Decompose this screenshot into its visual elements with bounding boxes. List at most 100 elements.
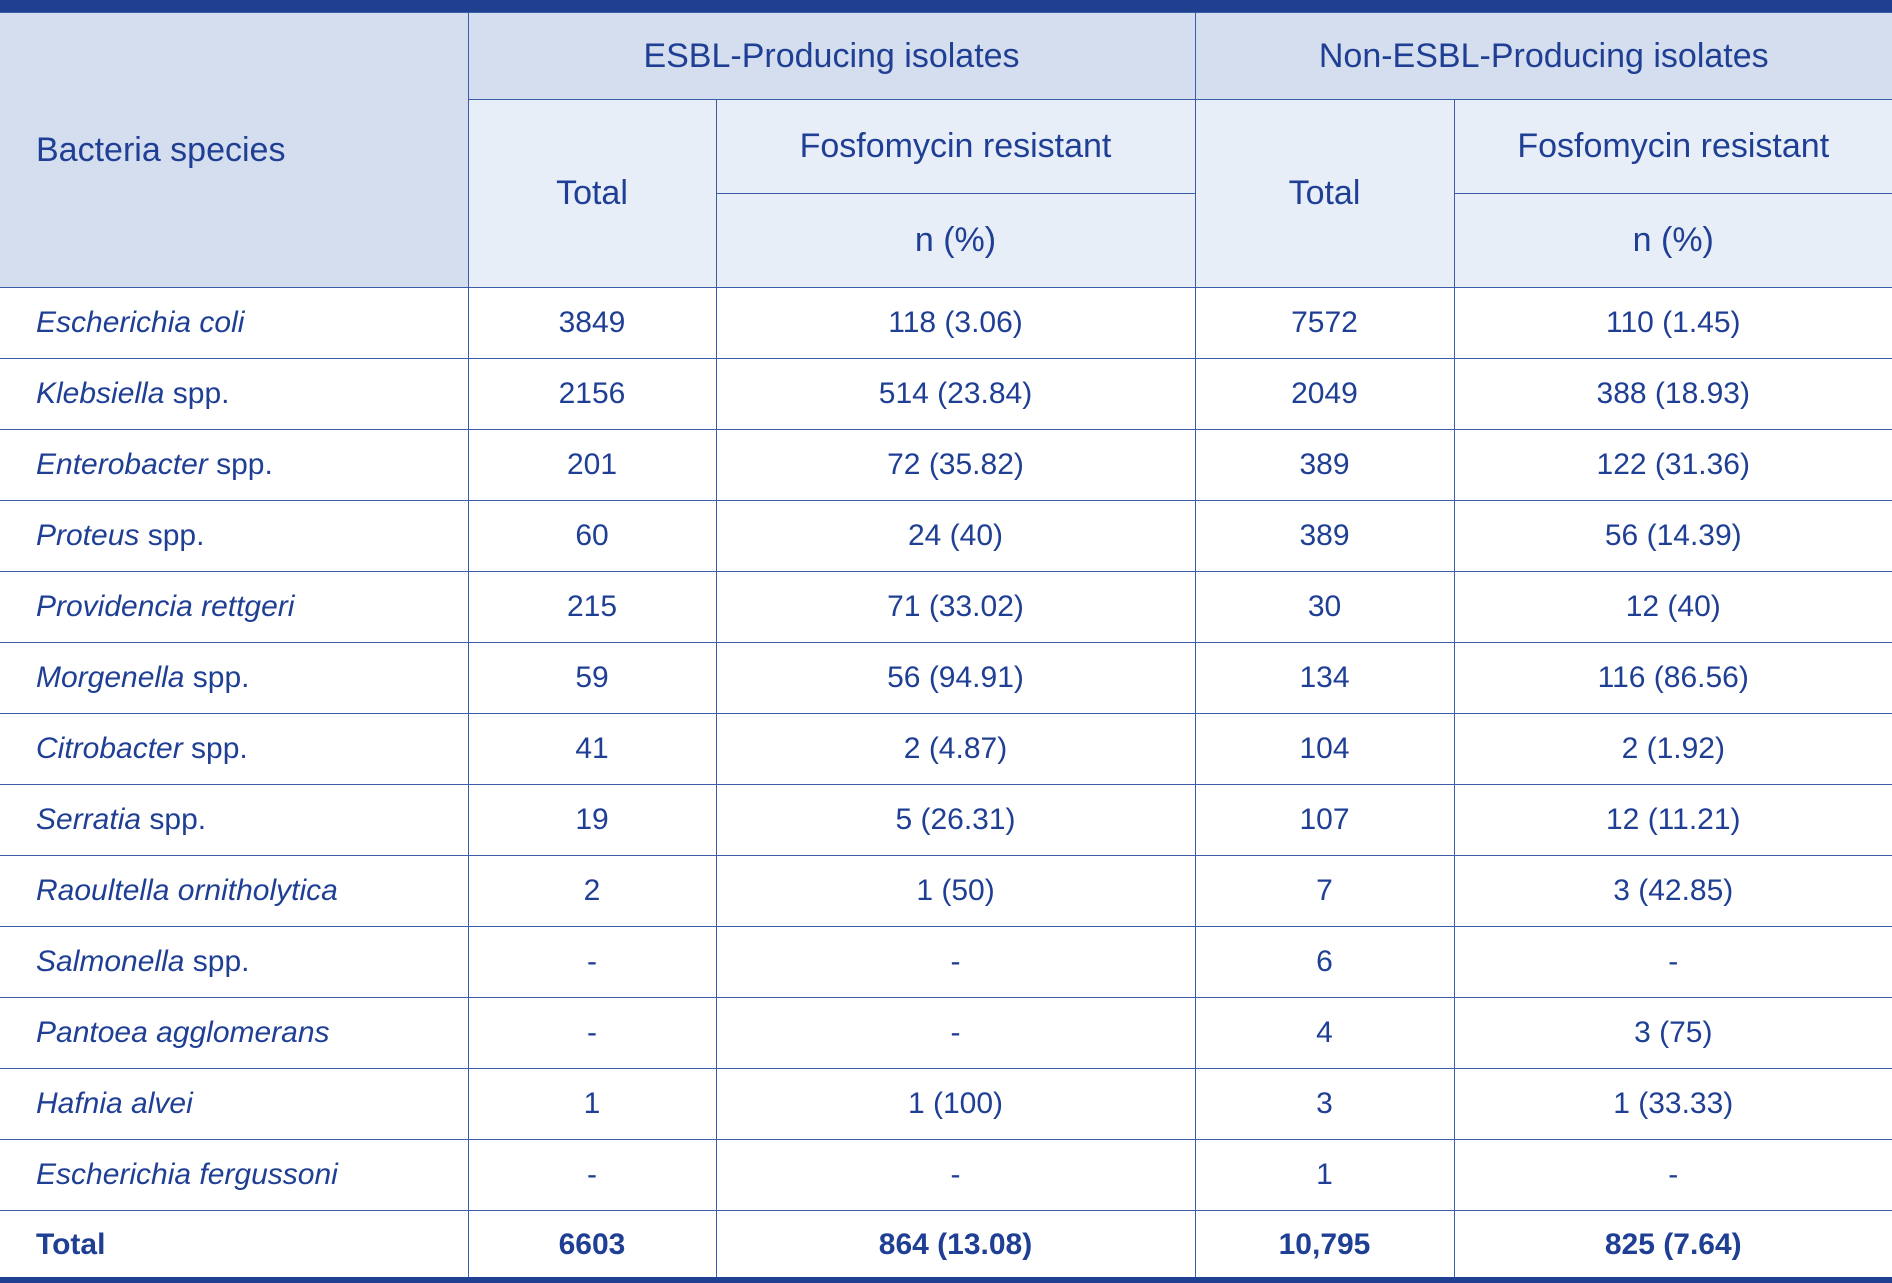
non-esbl-total-cell: 1 (1194, 1139, 1455, 1211)
non-esbl-n-pct-header: n (%) (1453, 193, 1892, 288)
species-cell: Pantoea agglomerans (0, 997, 469, 1069)
table-row: Pantoea agglomerans - - 4 3 (75) (0, 997, 1892, 1069)
non-esbl-resistant-cell: 116 (86.56) (1453, 642, 1892, 714)
esbl-total-cell: 60 (467, 500, 717, 572)
esbl-resistant-cell: 118 (3.06) (715, 287, 1196, 359)
table-body: Escherichia coli 3849 118 (3.06) 7572 11… (0, 287, 1892, 1280)
non-esbl-resistant-cell: - (1453, 1139, 1892, 1211)
table-row: Citrobacter spp. 41 2 (4.87) 104 2 (1.92… (0, 713, 1892, 785)
esbl-total-sum: 6603 (467, 1210, 717, 1280)
non-esbl-total-cell: 389 (1194, 500, 1455, 572)
esbl-resistant-cell: 1 (50) (715, 855, 1196, 927)
esbl-resistant-cell: - (715, 997, 1196, 1069)
species-cell: Citrobacter spp. (0, 713, 469, 785)
table-row: Proteus spp. 60 24 (40) 389 56 (14.39) (0, 500, 1892, 572)
esbl-total-header: Total (468, 99, 717, 288)
species-suffix: spp. (184, 661, 250, 694)
table-row: Hafnia alvei 1 1 (100) 3 1 (33.33) (0, 1068, 1892, 1140)
esbl-resistant-cell: - (715, 926, 1196, 998)
bottom-rule (0, 1277, 1892, 1283)
table-row: Raoultella ornitholytica 2 1 (50) 7 3 (4… (0, 855, 1892, 927)
table-row: Escherichia fergussoni - - 1 - (0, 1139, 1892, 1211)
species-name: Serratia (36, 803, 142, 836)
esbl-resistant-cell: - (715, 1139, 1196, 1211)
species-header: Bacteria species (0, 12, 469, 288)
esbl-total-cell: 2156 (467, 358, 717, 430)
esbl-group-header: ESBL-Producing isolates (467, 12, 1196, 100)
table-row: Salmonella spp. - - 6 - (0, 926, 1892, 998)
total-label: Total (0, 1210, 469, 1280)
species-name: Salmonella (36, 945, 185, 978)
species-cell: Salmonella spp. (0, 926, 469, 998)
esbl-resistant-cell: 5 (26.31) (715, 784, 1196, 856)
species-suffix: spp. (139, 519, 205, 552)
esbl-total-cell: 1 (467, 1068, 717, 1140)
non-esbl-total-cell: 389 (1194, 429, 1455, 501)
non-esbl-resistant-cell: 1 (33.33) (1453, 1068, 1892, 1140)
esbl-resistant-cell: 72 (35.82) (715, 429, 1196, 501)
non-esbl-resistant-cell: 110 (1.45) (1453, 287, 1892, 359)
esbl-total-cell: 41 (467, 713, 717, 785)
non-esbl-resistant-cell: 122 (31.36) (1453, 429, 1892, 501)
species-name: Escherichia coli (36, 306, 245, 339)
esbl-total-cell: 201 (467, 429, 717, 501)
esbl-total-cell: 3849 (467, 287, 717, 359)
esbl-total-cell: 215 (467, 571, 717, 643)
esbl-total-cell: 19 (467, 784, 717, 856)
species-cell: Klebsiella spp. (0, 358, 469, 430)
species-suffix: spp. (207, 448, 273, 481)
species-suffix: spp. (184, 945, 250, 978)
non-esbl-total-cell: 30 (1194, 571, 1455, 643)
species-cell: Proteus spp. (0, 500, 469, 572)
species-suffix: spp. (164, 377, 230, 410)
total-row: Total 6603 864 (13.08) 10,795 825 (7.64) (0, 1210, 1892, 1280)
non-esbl-fosfomycin-header: Fosfomycin resistant (1453, 99, 1892, 194)
non-esbl-resistant-cell: 2 (1.92) (1453, 713, 1892, 785)
non-esbl-total-cell: 104 (1194, 713, 1455, 785)
species-suffix: spp. (182, 732, 248, 765)
non-esbl-total-sum: 10,795 (1194, 1210, 1455, 1280)
table-row: Escherichia coli 3849 118 (3.06) 7572 11… (0, 287, 1892, 359)
species-cell: Serratia spp. (0, 784, 469, 856)
table-row: Serratia spp. 19 5 (26.31) 107 12 (11.21… (0, 784, 1892, 856)
species-name: Enterobacter (36, 448, 208, 481)
species-cell: Enterobacter spp. (0, 429, 469, 501)
esbl-resistant-cell: 1 (100) (715, 1068, 1196, 1140)
non-esbl-total-cell: 7 (1194, 855, 1455, 927)
resistance-table: Bacteria species ESBL-Producing isolates… (0, 12, 1892, 1280)
species-cell: Raoultella ornitholytica (0, 855, 469, 927)
species-name: Morgenella (36, 661, 185, 694)
species-name: Pantoea agglomerans (36, 1016, 330, 1049)
esbl-resistant-cell: 24 (40) (715, 500, 1196, 572)
esbl-resistant-cell: 2 (4.87) (715, 713, 1196, 785)
non-esbl-resistant-sum: 825 (7.64) (1453, 1210, 1892, 1280)
non-esbl-total-cell: 4 (1194, 997, 1455, 1069)
table-row: Enterobacter spp. 201 72 (35.82) 389 122… (0, 429, 1892, 501)
species-cell: Escherichia fergussoni (0, 1139, 469, 1211)
esbl-total-cell: 2 (467, 855, 717, 927)
species-cell: Hafnia alvei (0, 1068, 469, 1140)
species-name: Escherichia fergussoni (36, 1158, 338, 1191)
non-esbl-total-cell: 107 (1194, 784, 1455, 856)
esbl-total-cell: - (467, 926, 717, 998)
esbl-resistant-sum: 864 (13.08) (715, 1210, 1196, 1280)
non-esbl-total-cell: 7572 (1194, 287, 1455, 359)
non-esbl-total-cell: 2049 (1194, 358, 1455, 430)
species-name: Hafnia alvei (36, 1087, 193, 1120)
esbl-fosfomycin-header: Fosfomycin resistant (715, 99, 1196, 194)
esbl-total-cell: 59 (467, 642, 717, 714)
top-rule (0, 0, 1892, 12)
esbl-resistant-cell: 514 (23.84) (715, 358, 1196, 430)
species-cell: Morgenella spp. (0, 642, 469, 714)
table-header: Bacteria species ESBL-Producing isolates… (0, 12, 1892, 288)
non-esbl-resistant-cell: 3 (42.85) (1453, 855, 1892, 927)
esbl-total-cell: - (467, 997, 717, 1069)
table-row: Morgenella spp. 59 56 (94.91) 134 116 (8… (0, 642, 1892, 714)
species-name: Citrobacter (36, 732, 183, 765)
species-cell: Escherichia coli (0, 287, 469, 359)
species-name: Providencia rettgeri (36, 590, 295, 623)
non-esbl-resistant-cell: 12 (11.21) (1453, 784, 1892, 856)
esbl-resistant-cell: 71 (33.02) (715, 571, 1196, 643)
esbl-total-cell: - (467, 1139, 717, 1211)
